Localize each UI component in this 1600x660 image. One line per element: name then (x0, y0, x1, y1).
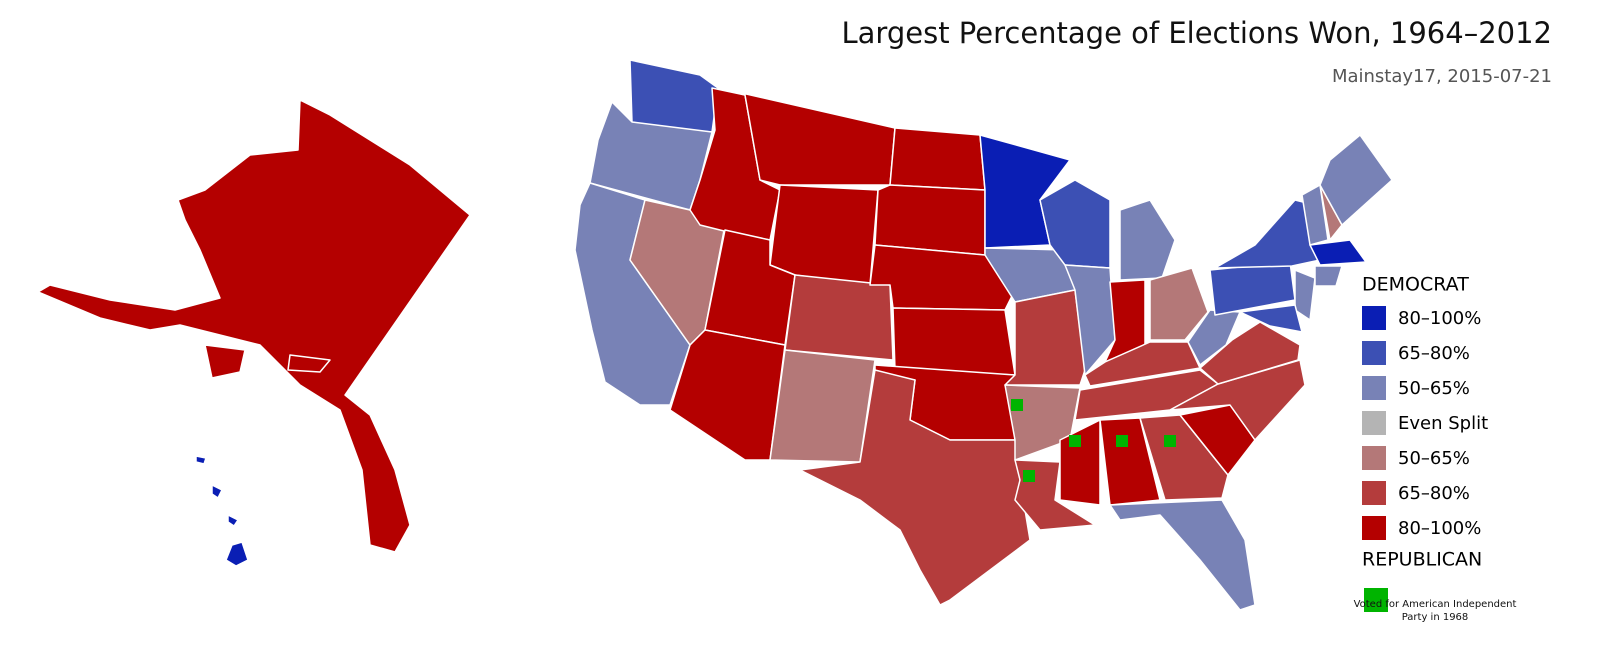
legend: DEMOCRAT 80–100% 65–80% 50–65% Even Split 50… (1362, 274, 1488, 612)
states (37, 59, 1393, 611)
region (1187, 309, 1241, 366)
legend-note: Voted for American Independent Party in … (1353, 599, 1517, 623)
region (1319, 134, 1393, 226)
legend-swatch (1362, 376, 1386, 400)
region (892, 307, 1016, 376)
region (769, 184, 879, 286)
legend-label: 50–65% (1398, 378, 1470, 399)
region (784, 274, 894, 361)
region (1119, 199, 1176, 281)
title: Largest Percentage of Elections Won, 196… (842, 16, 1553, 50)
region (204, 344, 246, 379)
region (769, 349, 876, 463)
region (1199, 321, 1301, 385)
legend-top-label: DEMOCRAT (1362, 274, 1469, 296)
region (1139, 414, 1229, 501)
region (1239, 304, 1303, 333)
region (211, 484, 223, 499)
region (1314, 265, 1343, 287)
region (227, 514, 239, 527)
legend-note-swatch (1364, 588, 1388, 612)
legend-label: 65–80% (1398, 483, 1470, 504)
region (287, 354, 331, 373)
legend-swatch (1362, 306, 1386, 330)
region (1004, 289, 1086, 386)
region (225, 541, 249, 567)
legend-swatch (1362, 411, 1386, 435)
region (195, 455, 207, 465)
region (799, 369, 1031, 606)
legend-swatch (1362, 481, 1386, 505)
subtitle: Mainstay17, 2015-07-21 (1332, 66, 1552, 87)
region (1099, 417, 1161, 506)
region (889, 127, 986, 191)
legend-swatch (1362, 516, 1386, 540)
aip-marker (1023, 470, 1035, 482)
legend-swatch (1362, 446, 1386, 470)
region (1064, 264, 1116, 376)
legend-bottom-label: REPUBLICAN (1362, 549, 1482, 571)
aip-marker (1011, 399, 1023, 411)
legend-label: Even Split (1398, 413, 1488, 434)
aip-marker (1116, 435, 1128, 447)
region (1109, 499, 1256, 611)
legend-label: 80–100% (1398, 308, 1481, 329)
legend-label: 65–80% (1398, 343, 1470, 364)
region (37, 99, 471, 553)
region (874, 184, 986, 256)
region (629, 59, 719, 133)
region (1301, 184, 1329, 246)
legend-label: 50–65% (1398, 448, 1470, 469)
legend-swatch (1362, 341, 1386, 365)
aip-marker (1069, 435, 1081, 447)
region (1294, 269, 1316, 321)
region (1149, 267, 1209, 341)
legend-label: 80–100% (1398, 518, 1481, 539)
aip-marker (1164, 435, 1176, 447)
region (1309, 239, 1367, 266)
